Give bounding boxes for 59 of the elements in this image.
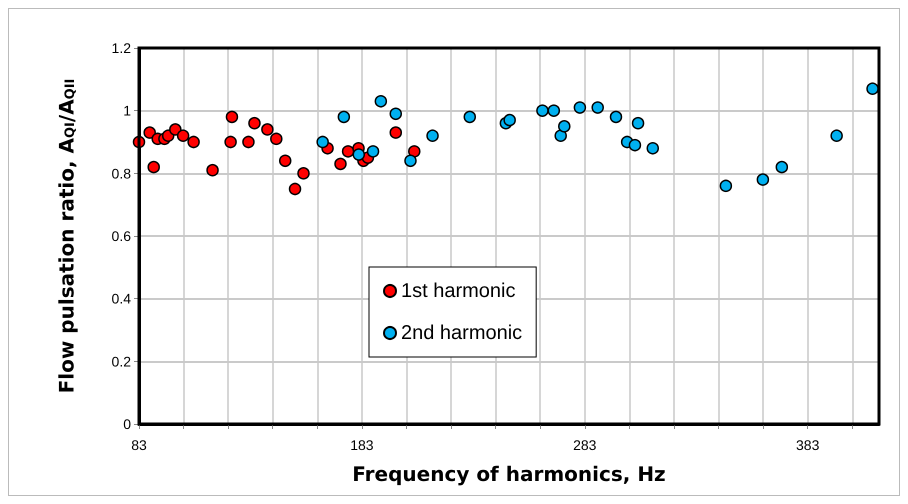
point: [206, 164, 219, 176]
x-tick-label: 83: [131, 437, 147, 453]
point: [374, 95, 388, 108]
y-tick-label: 0.8: [112, 165, 132, 182]
point: [334, 158, 347, 170]
point: [548, 104, 560, 117]
point: [316, 136, 329, 148]
x-tick-label: 183: [350, 437, 374, 453]
y-tick-label: 0.6: [112, 228, 132, 244]
x-axis-title: Frequency of harmonics, Hz: [352, 462, 666, 486]
point: [187, 136, 200, 148]
legend-label: 2nd harmonic: [401, 322, 522, 344]
point: [503, 114, 516, 126]
point: [776, 160, 788, 174]
point: [628, 138, 642, 152]
point: [426, 129, 439, 142]
point: [366, 145, 380, 158]
point: [242, 136, 255, 148]
point: [143, 126, 156, 139]
y-tick-label: 1: [123, 102, 132, 119]
point: [610, 110, 622, 124]
point: [270, 132, 283, 146]
point: [226, 110, 238, 124]
point: [866, 82, 879, 95]
y-tick-label: 0: [123, 416, 132, 432]
point: [390, 126, 402, 139]
point: [404, 154, 417, 168]
point: [261, 123, 274, 136]
point: [147, 160, 160, 174]
y-tick-label: 1.2: [112, 40, 132, 56]
point: [224, 136, 237, 148]
point: [554, 129, 567, 142]
point: [278, 154, 292, 168]
x-tick-label: 283: [573, 437, 597, 453]
point: [646, 142, 660, 155]
point: [169, 123, 182, 136]
point: [338, 110, 350, 124]
point: [536, 104, 549, 117]
y-tick-label: 0.2: [112, 353, 132, 370]
point: [720, 180, 732, 192]
point: [756, 173, 770, 186]
y-axis-title: Flow pulsation ratio, AQI/AQII: [54, 78, 78, 394]
point: [297, 167, 310, 180]
legend-label: 1st harmonic: [401, 280, 516, 302]
point: [632, 116, 644, 130]
x-tick-label: 383: [796, 437, 820, 453]
point: [342, 145, 354, 158]
point: [830, 129, 843, 142]
point: [591, 101, 604, 114]
point: [574, 101, 586, 114]
point: [464, 110, 476, 124]
point: [248, 116, 261, 130]
point: [408, 145, 421, 158]
point: [558, 120, 571, 133]
y-tick-label: 0.4: [112, 290, 132, 307]
point: [288, 182, 302, 196]
point: [390, 108, 402, 120]
point: [352, 148, 366, 161]
point: [176, 129, 190, 142]
